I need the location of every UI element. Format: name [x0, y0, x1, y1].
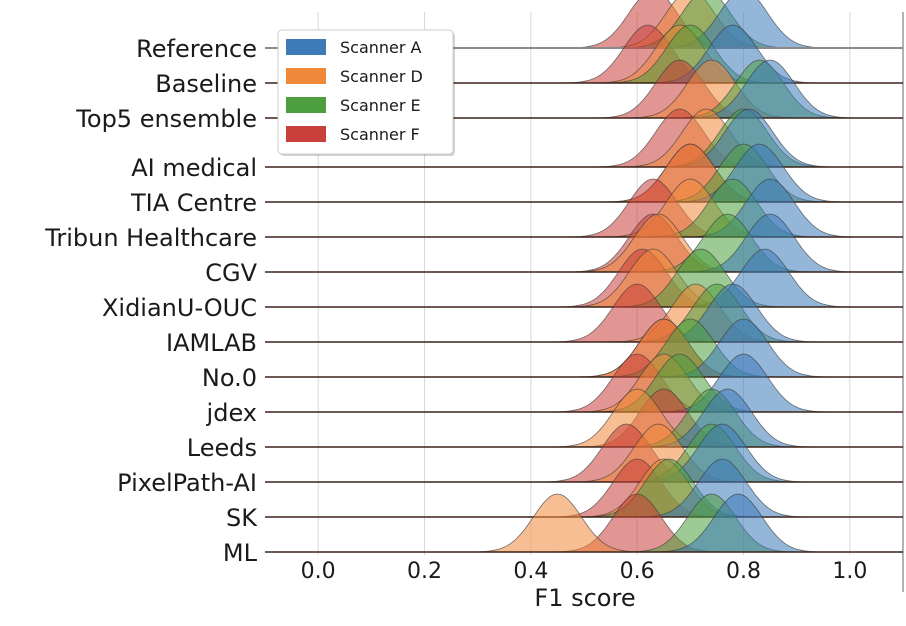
row-label-baseline: Baseline — [155, 70, 257, 98]
row-label-pixelpath-ai: PixelPath-AI — [117, 469, 257, 497]
row-label-ml: ML — [223, 539, 258, 567]
legend-swatch-scanner-e — [286, 97, 326, 113]
legend-swatch-scanner-a — [286, 39, 326, 55]
density-scanner-d-ml — [461, 493, 654, 553]
x-tick-label: 0.6 — [620, 559, 655, 584]
row-label-tribun-healthcare: Tribun Healthcare — [44, 224, 257, 252]
row-label-tia-centre: TIA Centre — [130, 189, 257, 217]
ridge-xidianu-ouc — [265, 248, 903, 308]
ridge-ml — [265, 493, 903, 553]
row-labels: Reference Baseline Top5 ensemble AI medical… — [44, 35, 258, 567]
legend: Scanner A Scanner D Scanner E Scanner F — [277, 29, 455, 156]
ridge-leeds — [265, 388, 903, 448]
ridge-tribun-healthcare — [265, 178, 903, 238]
x-tick-label: 0.4 — [513, 559, 548, 584]
row-label-top5-ensemble: Top5 ensemble — [75, 105, 257, 133]
legend-swatch-scanner-f — [286, 126, 326, 142]
legend-label-scanner-d: Scanner D — [340, 67, 423, 86]
row-label-cgv: CGV — [205, 259, 257, 287]
ridge-pixelpath-ai — [265, 423, 903, 483]
row-label-leeds: Leeds — [187, 434, 257, 462]
x-tick-label: 0.2 — [407, 559, 442, 584]
x-tick-label: 0.0 — [301, 559, 336, 584]
ridge-sk — [265, 458, 903, 518]
row-label-ai-medical: AI medical — [131, 154, 257, 182]
legend-label-scanner-e: Scanner E — [340, 96, 421, 115]
x-axis-title: F1 score — [534, 584, 635, 612]
x-tick-label: 1.0 — [832, 559, 867, 584]
ridge-jdex — [265, 353, 903, 413]
row-label-no-0: No.0 — [202, 364, 257, 392]
density-scanner-a-ml — [642, 493, 834, 553]
row-label-xidianu-ouc: XidianU-OUC — [102, 294, 257, 322]
legend-label-scanner-f: Scanner F — [340, 125, 420, 144]
row-label-iamlab: IAMLAB — [166, 329, 257, 357]
legend-label-scanner-a: Scanner A — [340, 38, 422, 57]
legend-box — [277, 29, 454, 155]
row-label-jdex: jdex — [206, 399, 257, 427]
ridge-no-0 — [265, 318, 903, 378]
row-label-sk: SK — [226, 504, 258, 532]
ridge-ai-medical — [265, 108, 903, 168]
legend-swatch-scanner-d — [286, 68, 326, 84]
x-axis: 0.0 0.2 0.4 0.6 0.8 1.0 — [301, 559, 868, 584]
x-tick-label: 0.8 — [726, 559, 761, 584]
row-label-reference: Reference — [136, 35, 257, 63]
ridge-iamlab — [265, 283, 903, 343]
